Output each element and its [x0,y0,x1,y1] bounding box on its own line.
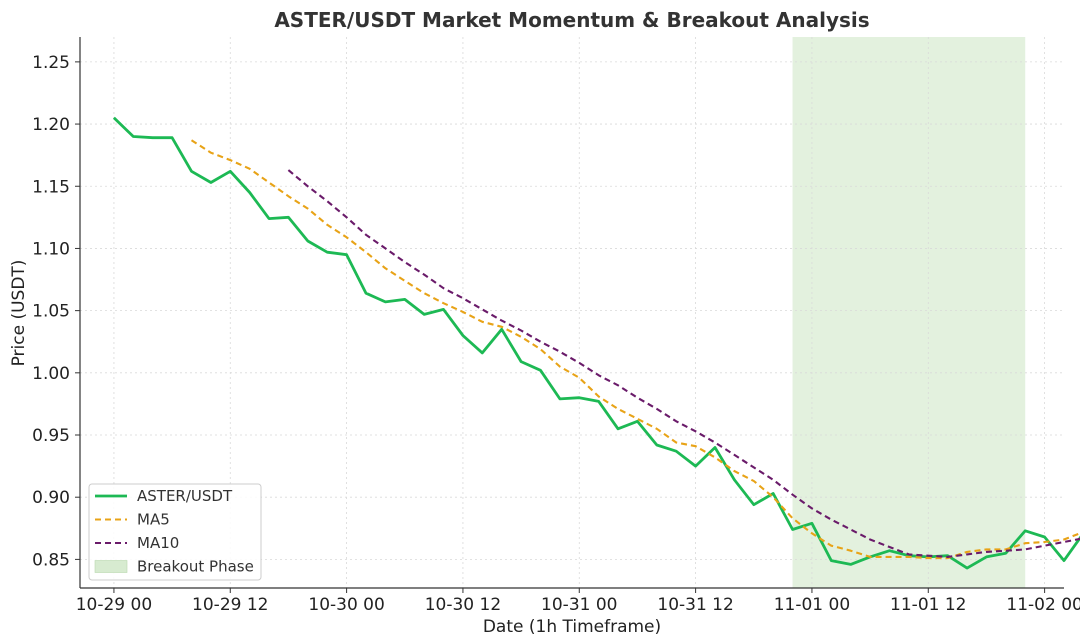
breakout-phase-region [792,37,1026,588]
series-line-ma5 [190,139,1080,560]
x-tick-label: 11-01 12 [890,595,966,615]
legend-label-ma5: MA5 [137,511,170,529]
y-tick-label: 1.25 [32,53,70,73]
y-axis-title: Price (USDT) [9,260,29,367]
x-tick-label: 10-31 00 [541,595,617,615]
chart-title: ASTER/USDT Market Momentum & Breakout An… [274,8,869,32]
y-tick-label: 1.10 [32,239,70,259]
y-tick-label: 1.15 [32,177,70,197]
x-tick-label: 10-30 00 [308,595,384,615]
x-tick-label: 11-01 00 [774,595,850,615]
x-tick-label: 10-29 12 [192,595,268,615]
y-tick-label: 0.90 [32,488,70,508]
legend-label-aster-usdt: ASTER/USDT [137,487,233,505]
x-axis-title: Date (1h Timeframe) [483,617,661,637]
series-line-aster-usdt [112,116,1080,570]
legend-label-ma10: MA10 [137,534,179,552]
y-tick-label: 1.00 [32,364,70,384]
x-tick-label: 10-29 00 [76,595,152,615]
legend-label-breakout-phase: Breakout Phase [137,558,254,576]
y-tick-label: 1.05 [32,302,70,322]
x-tick-label: 10-30 12 [425,595,501,615]
x-tick-label: 10-31 12 [657,595,733,615]
legend-swatch-breakout-phase [94,560,128,573]
y-tick-label: 0.85 [32,550,70,570]
legend-box [88,483,262,581]
y-tick-label: 0.95 [32,426,70,446]
x-tick-label: 11-02 00 [1006,595,1080,615]
y-tick-label: 1.20 [32,115,70,135]
